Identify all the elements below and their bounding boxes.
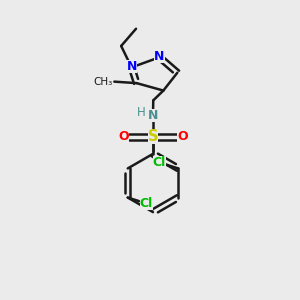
Text: H: H bbox=[137, 106, 146, 119]
Text: O: O bbox=[118, 130, 129, 143]
Text: Cl: Cl bbox=[140, 197, 153, 210]
Text: Cl: Cl bbox=[153, 156, 166, 169]
Text: S: S bbox=[148, 129, 158, 144]
Text: N: N bbox=[148, 109, 158, 122]
Text: N: N bbox=[126, 60, 137, 73]
Text: N: N bbox=[154, 50, 165, 63]
Text: O: O bbox=[177, 130, 188, 143]
Text: CH₃: CH₃ bbox=[94, 76, 113, 87]
